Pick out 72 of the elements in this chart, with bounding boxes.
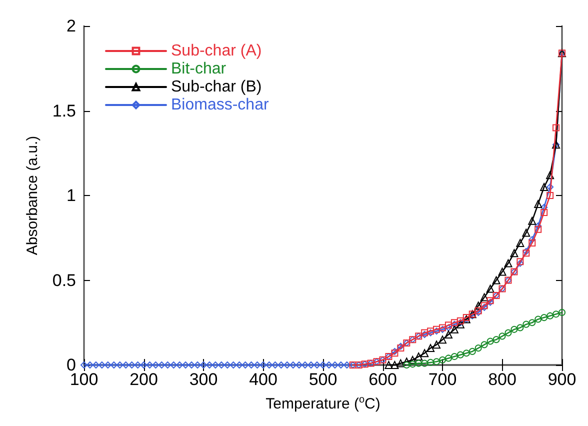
- y-tick-label: 2: [66, 16, 76, 36]
- point: [408, 356, 417, 364]
- point: [444, 354, 452, 362]
- x-tick-label: 200: [130, 370, 158, 389]
- point: [546, 171, 554, 180]
- point: [486, 284, 494, 293]
- point: [534, 200, 542, 208]
- point: [498, 332, 506, 340]
- point: [450, 353, 458, 360]
- point: [540, 208, 548, 216]
- point: [540, 183, 548, 192]
- point: [474, 344, 482, 352]
- point: [546, 192, 554, 199]
- x-tick-label: 500: [308, 370, 338, 389]
- point: [552, 310, 560, 318]
- point: [444, 322, 452, 329]
- y-axis-title: Absorbance (a.u.): [24, 136, 41, 256]
- point: [510, 249, 518, 258]
- point: [450, 325, 458, 334]
- legend-label: Sub-char (A): [171, 42, 262, 60]
- y-tick-label: 0.5: [52, 270, 76, 290]
- x-tick-label: 400: [249, 370, 278, 389]
- point: [415, 360, 422, 367]
- point: [492, 336, 500, 344]
- point: [474, 302, 482, 310]
- point: [510, 326, 518, 333]
- point: [522, 228, 530, 237]
- point: [462, 350, 470, 357]
- point: [444, 330, 452, 338]
- point: [480, 293, 488, 302]
- point: [396, 359, 405, 368]
- point: [456, 351, 464, 358]
- point: [486, 338, 494, 345]
- point: [409, 360, 416, 368]
- point: [427, 358, 434, 366]
- legend-label: Biomass-char: [171, 96, 270, 114]
- point: [528, 319, 536, 326]
- point: [468, 348, 476, 355]
- point: [492, 276, 500, 284]
- x-tick-label: 600: [368, 370, 397, 389]
- point: [480, 341, 488, 348]
- point: [414, 352, 423, 361]
- y-tick-label: 1: [66, 186, 76, 205]
- point: [528, 216, 536, 225]
- point: [420, 349, 429, 358]
- point: [522, 320, 530, 328]
- legend-label: Sub-char (B): [171, 78, 262, 96]
- x-tick-label: 700: [428, 370, 457, 389]
- point: [534, 316, 542, 323]
- point: [540, 314, 548, 322]
- point: [426, 344, 435, 352]
- legend-label: Bit-char: [171, 60, 227, 78]
- point: [504, 329, 512, 336]
- point: [534, 226, 542, 233]
- point: [504, 259, 512, 268]
- x-tick-label: 800: [488, 370, 516, 389]
- point: [552, 124, 560, 132]
- point: [516, 238, 524, 247]
- point: [546, 312, 554, 320]
- point: [384, 361, 393, 369]
- point: [402, 358, 411, 366]
- point: [421, 360, 428, 367]
- x-tick-label: 300: [189, 370, 218, 389]
- y-tick-label: 1.5: [52, 101, 76, 120]
- point: [438, 336, 446, 344]
- point: [516, 324, 524, 332]
- point: [432, 340, 441, 349]
- x-tick-label: 900: [548, 370, 576, 389]
- point: [498, 268, 506, 276]
- point: [433, 358, 440, 366]
- point: [528, 239, 536, 246]
- point: [390, 361, 399, 369]
